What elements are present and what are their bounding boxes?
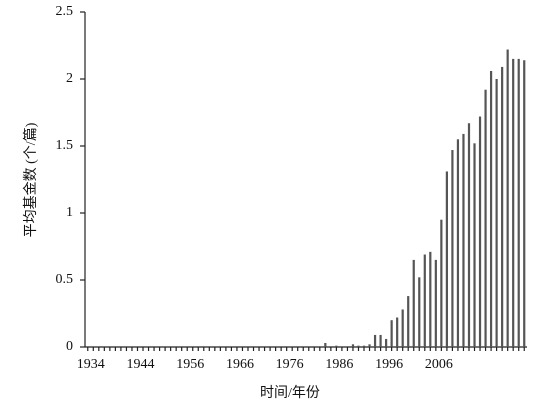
y-tick-label: 0.5 <box>56 272 74 287</box>
bar <box>324 342 327 347</box>
bar <box>423 254 426 347</box>
bar <box>412 259 415 347</box>
bar <box>501 66 504 347</box>
bar <box>484 89 487 347</box>
x-tick-label: 1996 <box>375 357 403 372</box>
bar <box>335 345 338 347</box>
bar <box>495 79 498 347</box>
y-tick-label: 1 <box>66 205 73 220</box>
bar <box>473 143 476 347</box>
bar <box>373 334 377 347</box>
x-tick-label: 1966 <box>226 357 254 372</box>
bar <box>351 344 355 347</box>
y-axis-label: 平均基金数 (个/篇) <box>22 122 39 237</box>
y-tick-label: 2.5 <box>56 4 74 19</box>
x-tick-label: 2006 <box>425 357 453 372</box>
bar <box>489 70 493 348</box>
bar <box>517 58 520 348</box>
x-tick-label: 1944 <box>126 357 154 372</box>
bar <box>357 345 360 347</box>
x-tick-label: 1976 <box>276 357 304 372</box>
bar <box>445 171 448 347</box>
bar <box>368 344 371 347</box>
y-tick-label: 1.5 <box>56 138 74 153</box>
x-tick-label: 1986 <box>325 357 353 372</box>
bar <box>390 320 393 347</box>
bar <box>512 58 515 348</box>
bar <box>429 251 432 347</box>
bar <box>467 123 471 347</box>
y-tick-label: 2 <box>66 71 73 86</box>
bar <box>385 338 388 347</box>
x-axis-label: 时间/年份 <box>260 385 320 401</box>
bar <box>418 277 421 347</box>
bar <box>462 133 465 347</box>
bar <box>401 309 404 347</box>
bar <box>451 150 454 347</box>
bar <box>362 345 366 347</box>
bar <box>506 49 509 348</box>
bar <box>396 317 399 347</box>
bar <box>523 60 526 348</box>
bar <box>434 259 437 347</box>
bar <box>379 334 382 347</box>
bar <box>478 116 482 348</box>
bar <box>440 219 443 347</box>
x-tick-label: 1956 <box>176 357 204 372</box>
y-tick-label: 0 <box>66 339 73 354</box>
bar <box>407 296 410 347</box>
bar <box>456 139 460 347</box>
x-tick-label: 1934 <box>77 357 105 372</box>
